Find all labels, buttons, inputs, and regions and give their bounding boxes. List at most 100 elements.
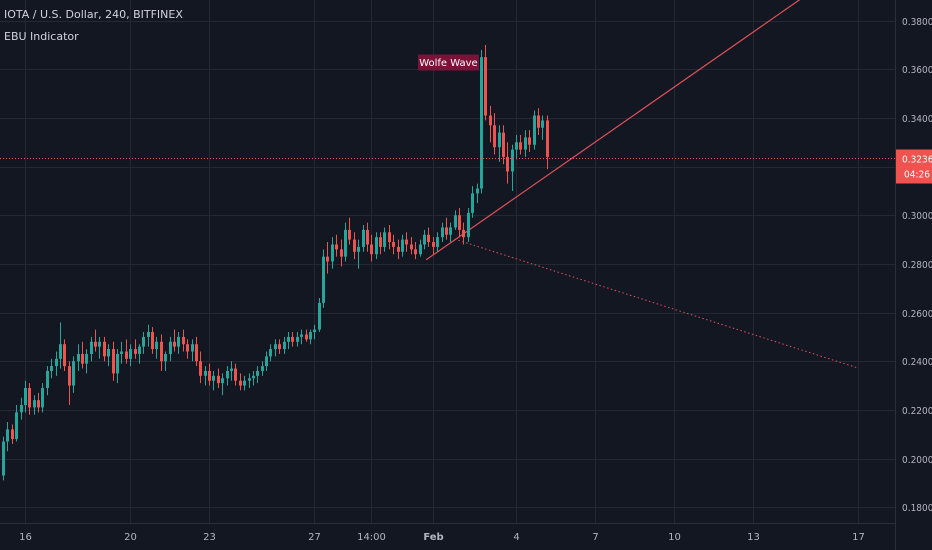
chart-grid: [0, 0, 896, 550]
candle-body: [261, 366, 264, 371]
candle-body: [533, 115, 536, 145]
candle-body: [423, 234, 426, 245]
candle-body: [191, 344, 194, 352]
candle-body: [217, 375, 220, 384]
x-tick-label: 10: [668, 532, 681, 543]
candle-body: [528, 137, 531, 145]
candle-body: [199, 361, 202, 376]
candle-body: [274, 344, 277, 350]
x-tick-label: 20: [124, 532, 137, 543]
bar-countdown-label: 04:26: [904, 170, 930, 181]
candle-body: [252, 375, 255, 379]
candle-body: [239, 380, 242, 386]
candle-body: [480, 57, 483, 189]
candle-body: [278, 344, 281, 350]
candle-body: [348, 229, 351, 240]
symbol-legend[interactable]: IOTA / U.S. Dollar, 240, BITFINEX: [4, 8, 183, 21]
candle-body: [427, 234, 430, 243]
candle-body: [537, 115, 540, 128]
candle-body: [243, 380, 246, 386]
wolfe-wave-annotation[interactable]: Wolfe Wave: [417, 54, 479, 71]
candle-body: [283, 341, 286, 350]
candle-body: [63, 344, 66, 367]
candle-body: [388, 232, 391, 243]
candle-body: [173, 341, 176, 347]
candle-body: [212, 375, 215, 381]
candle-body: [134, 349, 137, 354]
candle-body: [296, 336, 299, 342]
candle-body: [94, 341, 97, 347]
candle-body: [164, 353, 167, 362]
candle-body: [59, 344, 62, 359]
candle-body: [6, 429, 9, 442]
candle-body: [362, 229, 365, 247]
candle-body: [515, 142, 518, 150]
candle-body: [11, 429, 14, 440]
y-tick-label: 0.2800: [902, 260, 932, 271]
time-axis[interactable]: 16 20 23 27 14:00 Feb 4 7 10 13 17: [19, 532, 865, 543]
wolfe-wave-label-bg: [417, 54, 479, 71]
candle-body: [269, 349, 272, 357]
candle-body: [160, 341, 163, 362]
candle-body: [449, 227, 452, 235]
candle-body: [15, 412, 18, 440]
candle-body: [155, 341, 158, 350]
candle-body: [24, 387, 27, 406]
candle-body: [326, 256, 329, 262]
x-tick-label: 14:00: [357, 532, 386, 543]
candle-body: [186, 344, 189, 352]
candle-body: [20, 405, 23, 413]
candle-body: [493, 125, 496, 148]
candle-body: [318, 302, 321, 330]
candle-body: [28, 387, 31, 408]
candle-body: [445, 227, 448, 235]
y-tick-label: 0.2400: [902, 357, 932, 368]
candle-body: [265, 356, 268, 367]
candle-body: [182, 336, 185, 345]
candle-body: [204, 370, 207, 376]
candle-body: [340, 249, 343, 257]
candle-body: [226, 370, 229, 379]
candle-body: [313, 329, 316, 333]
candle-body: [77, 353, 80, 362]
candle-body: [441, 227, 444, 238]
candle-body: [107, 349, 110, 357]
x-tick-label: 17: [852, 532, 865, 543]
candle-body: [120, 351, 123, 354]
y-tick-label: 0.2600: [902, 309, 932, 320]
y-tick-label: 0.2000: [902, 455, 932, 466]
candle-body: [331, 244, 334, 262]
candle-body: [116, 353, 119, 374]
indicator-legend[interactable]: EBU Indicator: [4, 30, 79, 43]
candle-body: [291, 336, 294, 342]
candle-body: [344, 229, 347, 257]
x-tick-label: 7: [592, 532, 598, 543]
last-price-badge: 0.3236 04:26: [896, 149, 932, 184]
x-tick-label: Feb: [423, 532, 443, 543]
candle-body: [419, 244, 422, 255]
candle-body: [524, 137, 527, 150]
candle-body: [366, 229, 369, 245]
candle-body: [489, 115, 492, 126]
candle-body: [506, 156, 509, 172]
candle-body: [221, 378, 224, 384]
candle-body: [322, 256, 325, 303]
candle-body: [138, 346, 141, 354]
candle-body: [85, 353, 88, 364]
candle-body: [230, 368, 233, 371]
candle-body: [195, 344, 198, 362]
candle-body: [33, 400, 36, 408]
y-tick-label: 0.3800: [902, 17, 932, 28]
candle-body: [375, 237, 378, 255]
candle-body: [287, 336, 290, 342]
candle-body: [397, 246, 400, 252]
candle-body: [401, 239, 404, 252]
candle-body: [90, 341, 93, 354]
candle-body: [72, 361, 75, 386]
trendlines[interactable]: [425, 0, 859, 369]
trendline-dotted: [454, 238, 859, 369]
candle-body: [309, 332, 312, 340]
candle-body: [484, 57, 487, 116]
price-axis[interactable]: 0.38000.36000.34000.32000.30000.28000.26…: [902, 17, 932, 514]
